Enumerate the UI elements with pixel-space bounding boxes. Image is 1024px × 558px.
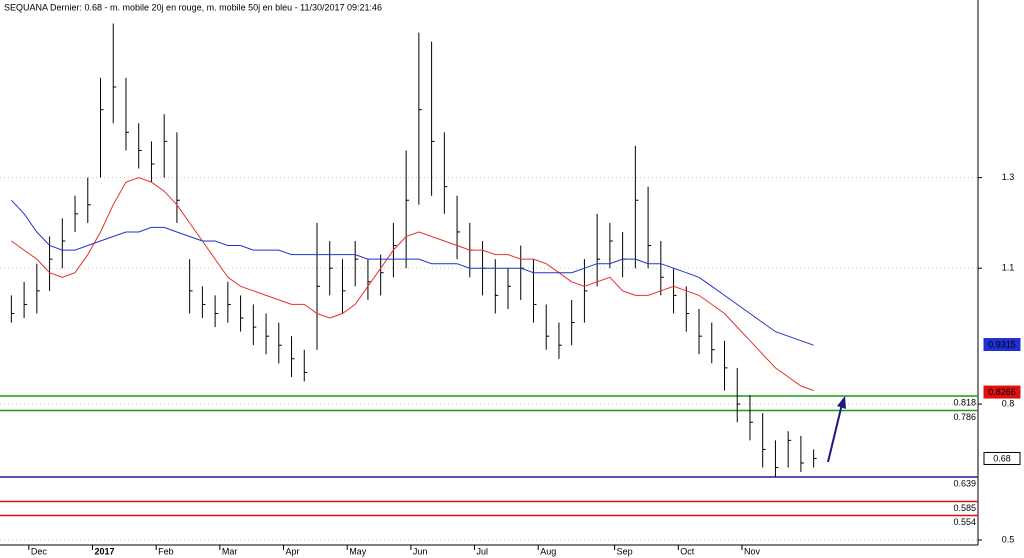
x-tick-label: Apr: [286, 546, 300, 556]
level-label: 0.639: [953, 478, 976, 488]
x-tick-label: May: [349, 546, 367, 556]
x-tick-label: Dec: [31, 546, 48, 556]
y-tick-label: 0.8: [1002, 398, 1015, 408]
last-value-box: [983, 338, 1021, 352]
x-tick-label: 2017: [95, 546, 115, 556]
x-tick-label: Aug: [540, 546, 556, 556]
chart-title: SEQUANA Dernier: 0.68 - m. mobile 20j en…: [4, 2, 382, 12]
level-label: 0.786: [953, 412, 976, 422]
level-label: 0.554: [953, 517, 976, 527]
plot-area: [0, 23, 978, 541]
x-tick-label: Jul: [477, 546, 489, 556]
arrow: [827, 403, 843, 463]
level-label: 0.818: [953, 397, 976, 407]
arrow-head: [837, 396, 846, 409]
y-tick-label: 1.3: [1002, 172, 1015, 182]
last-value-box: [983, 451, 1021, 465]
level-label: 0.585: [953, 503, 976, 513]
last-value-box: [983, 385, 1021, 399]
y-tick-label: 0.5: [1002, 534, 1015, 544]
x-tick-label: Jun: [413, 546, 428, 556]
last-value-label: 0.9315: [988, 339, 1016, 349]
last-value-label: 0.8266: [988, 387, 1016, 397]
moving-average: [11, 199, 814, 346]
x-tick-label: Mar: [222, 546, 238, 556]
x-tick-label: Oct: [680, 546, 695, 556]
x-tick-label: Feb: [158, 546, 174, 556]
y-tick-label: 1.1: [1002, 263, 1015, 273]
last-value-label: 0.68: [993, 453, 1011, 463]
x-tick-label: Nov: [744, 546, 761, 556]
moving-average: [11, 177, 814, 391]
x-tick-label: Sep: [617, 546, 633, 556]
